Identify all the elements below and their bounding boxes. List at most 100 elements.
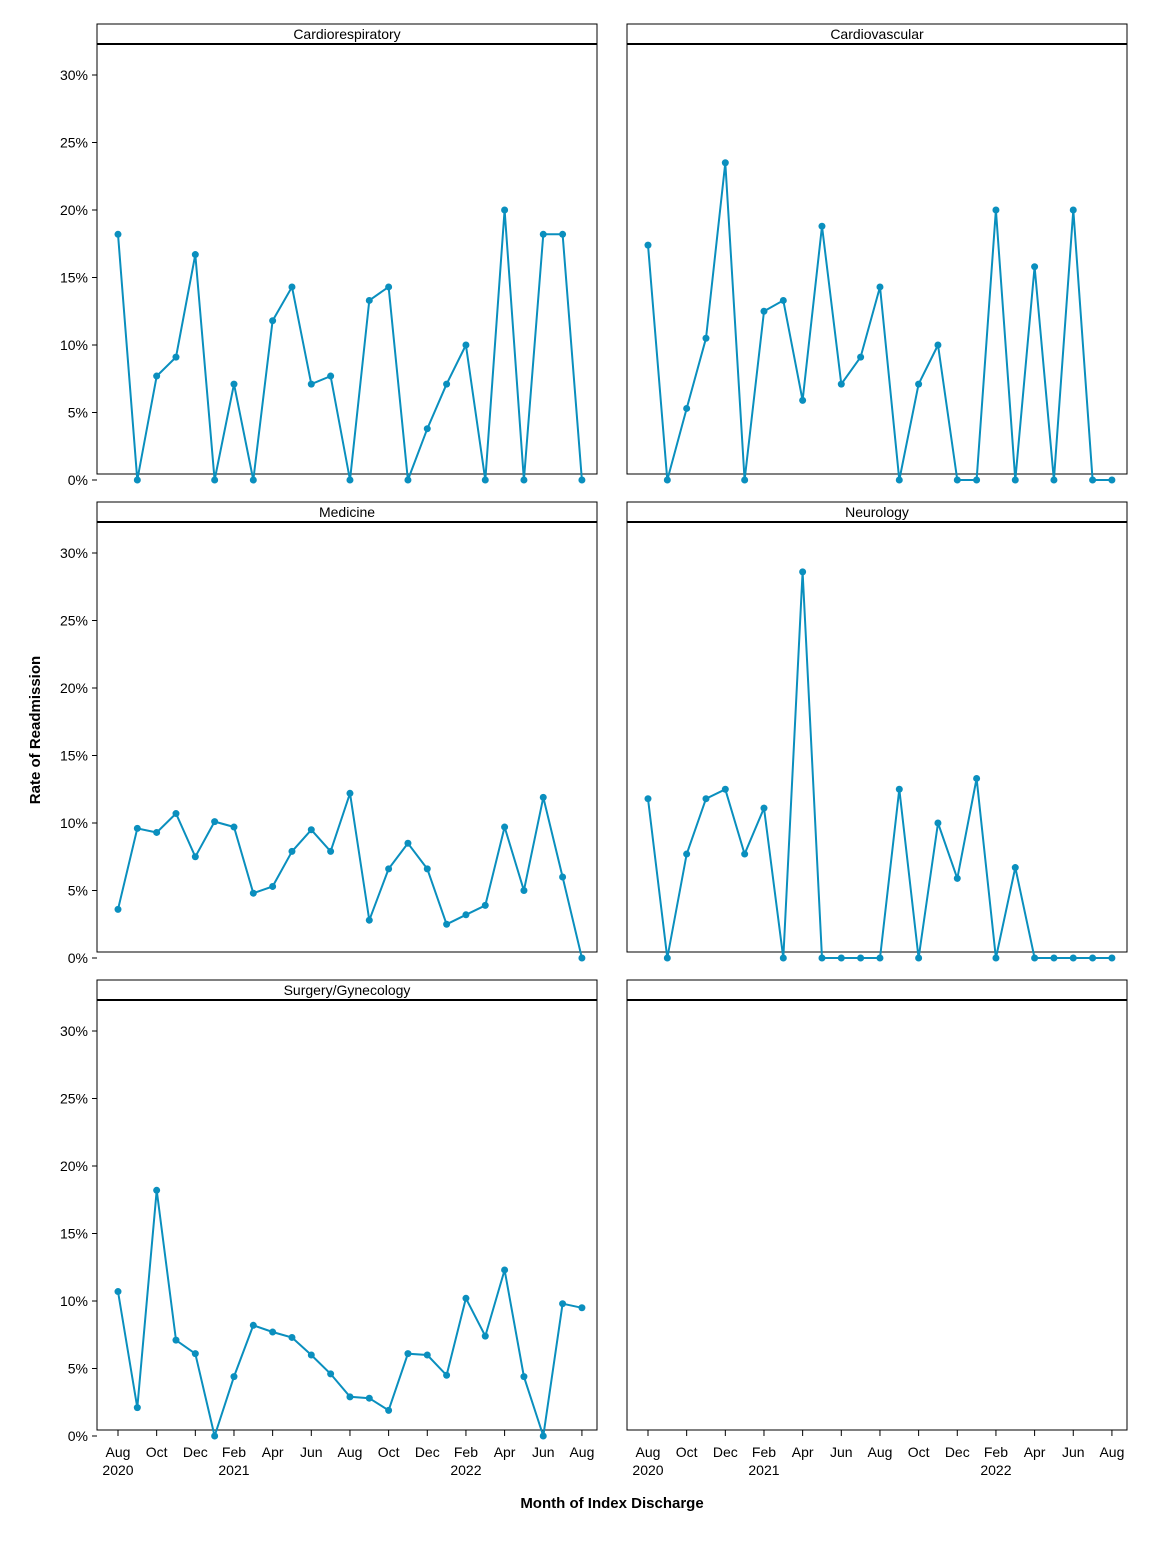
- data-point: [915, 380, 923, 388]
- panel-title: Cardiorespiratory: [293, 26, 400, 42]
- x-tick-label: Dec: [713, 1444, 738, 1460]
- data-point: [249, 476, 257, 484]
- data-point: [1108, 954, 1116, 962]
- y-axis-title: Rate of Readmission: [27, 656, 44, 804]
- data-point: [288, 283, 296, 291]
- data-point: [153, 1186, 161, 1194]
- data-point: [915, 954, 923, 962]
- series-line: [647, 571, 1112, 959]
- data-point: [385, 1406, 393, 1414]
- data-point: [799, 396, 807, 404]
- data-point: [249, 1321, 257, 1329]
- data-point: [133, 1404, 141, 1412]
- data-point: [114, 1288, 122, 1296]
- data-point: [133, 824, 141, 832]
- data-point: [404, 1350, 412, 1358]
- x-tick-label: Dec: [183, 1444, 208, 1460]
- data-point: [385, 865, 393, 873]
- panel-frame: [626, 43, 1128, 475]
- data-point: [818, 954, 826, 962]
- y-tick-label: 0%: [68, 950, 88, 966]
- data-point: [191, 853, 199, 861]
- y-tick-label: 5%: [68, 1361, 88, 1377]
- x-tick-label: Apr: [494, 1444, 516, 1460]
- y-tick-label: 0%: [68, 472, 88, 488]
- data-point: [307, 380, 315, 388]
- x-tick-label: Jun: [300, 1444, 323, 1460]
- data-point: [539, 1432, 547, 1440]
- x-axis-title: Month of Index Discharge: [520, 1495, 703, 1512]
- data-point: [114, 905, 122, 913]
- data-point: [501, 206, 509, 214]
- x-tick-year-label: 2020: [102, 1462, 133, 1478]
- data-point: [501, 823, 509, 831]
- data-point: [992, 206, 1000, 214]
- data-point: [663, 954, 671, 962]
- panel-frame: [626, 999, 1128, 1431]
- data-point: [346, 1393, 354, 1401]
- x-tick-year-label: 2020: [632, 1462, 663, 1478]
- data-point: [876, 283, 884, 291]
- data-point: [953, 874, 961, 882]
- data-point: [385, 283, 393, 291]
- data-point: [578, 954, 586, 962]
- data-point: [876, 954, 884, 962]
- panel-strip: [626, 979, 1128, 1001]
- x-tick-label: Aug: [337, 1444, 362, 1460]
- data-point: [327, 372, 335, 380]
- data-point: [1050, 476, 1058, 484]
- panel-1: Cardiorespiratory 0% 5% 10% 15% 20% 25% 30%: [60, 23, 598, 488]
- data-point: [837, 954, 845, 962]
- data-point: [857, 353, 865, 361]
- data-point: [365, 1394, 373, 1402]
- series-line: [117, 209, 583, 481]
- data-point: [481, 476, 489, 484]
- data-point: [462, 1294, 470, 1302]
- x-tick-label: Aug: [1099, 1444, 1124, 1460]
- y-tick-label: 15%: [60, 270, 88, 286]
- data-point: [934, 819, 942, 827]
- panel-4: Neurology: [626, 501, 1128, 962]
- panel-title: Surgery/Gynecology: [284, 982, 411, 998]
- data-point: [153, 372, 161, 380]
- y-tick-label: 30%: [60, 545, 88, 561]
- data-point: [462, 911, 470, 919]
- data-point: [327, 1370, 335, 1378]
- y-tick-label: 30%: [60, 1023, 88, 1039]
- data-point: [443, 1371, 451, 1379]
- data-point: [1069, 954, 1077, 962]
- data-point: [683, 850, 691, 858]
- data-point: [1031, 954, 1039, 962]
- data-point: [1011, 864, 1019, 872]
- data-point: [683, 404, 691, 412]
- data-point: [365, 296, 373, 304]
- data-point: [481, 1332, 489, 1340]
- panel-6: Aug 2020 Oct Dec Feb 2021 Apr Jun Aug Oct Dec Feb 20…: [626, 979, 1128, 1478]
- data-point: [760, 307, 768, 315]
- data-point: [741, 476, 749, 484]
- data-point: [404, 476, 412, 484]
- panel-2: Cardiovascular: [626, 23, 1128, 484]
- data-point: [423, 425, 431, 433]
- data-point: [443, 920, 451, 928]
- y-tick-label: 10%: [60, 815, 88, 831]
- data-point: [1011, 476, 1019, 484]
- data-point: [644, 241, 652, 249]
- x-tick-label: Feb: [984, 1444, 1008, 1460]
- x-tick-label: Oct: [378, 1444, 400, 1460]
- data-point: [269, 1328, 277, 1336]
- x-tick-year-label: 2021: [748, 1462, 779, 1478]
- x-tick-label: Oct: [146, 1444, 168, 1460]
- x-tick-label: Apr: [262, 1444, 284, 1460]
- x-tick-label: Aug: [867, 1444, 892, 1460]
- data-point: [837, 380, 845, 388]
- x-tick-label: Oct: [908, 1444, 930, 1460]
- data-point: [153, 828, 161, 836]
- data-point: [895, 785, 903, 793]
- data-point: [799, 568, 807, 576]
- data-point: [307, 1351, 315, 1359]
- data-point: [346, 476, 354, 484]
- data-point: [895, 476, 903, 484]
- x-tick-label: Dec: [415, 1444, 440, 1460]
